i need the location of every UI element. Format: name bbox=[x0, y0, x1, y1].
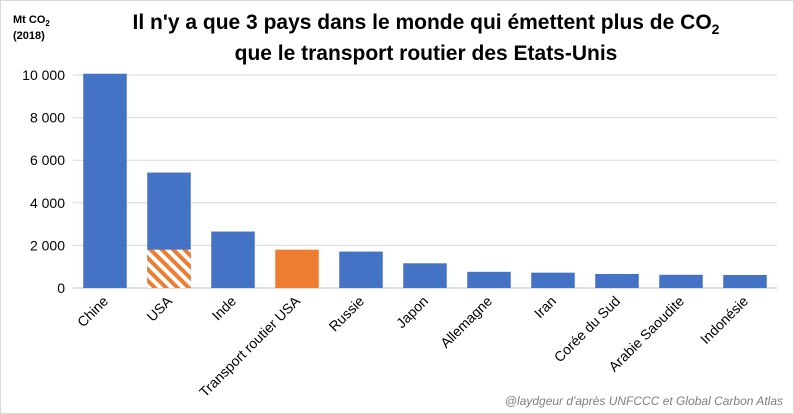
x-category-label: Allemagne bbox=[437, 293, 495, 351]
x-category-label: Russie bbox=[326, 293, 368, 335]
bar-inde bbox=[211, 231, 255, 288]
chart-title-line-2: que le transport routier des Etats-Unis bbox=[235, 42, 618, 65]
y-tick-label: 10 000 bbox=[22, 67, 65, 83]
y-tick-label: 8 000 bbox=[30, 110, 65, 126]
bar-iran bbox=[531, 272, 575, 288]
x-category-label: Inde bbox=[209, 293, 240, 324]
bar-cor-e-du-sud bbox=[595, 273, 639, 288]
bars bbox=[83, 73, 767, 288]
bar-japon bbox=[403, 263, 447, 288]
x-category-label: Japon bbox=[393, 293, 431, 331]
x-category-label: Indonésie bbox=[697, 293, 751, 347]
source-note: @laydgeur d'après UNFCCC et Global Carbo… bbox=[505, 394, 783, 408]
x-category-label: Corée du Sud bbox=[551, 293, 623, 365]
y-tick-label: 0 bbox=[57, 280, 65, 296]
x-category-label: Chine bbox=[74, 293, 111, 330]
bar-transport-routier-usa bbox=[275, 249, 319, 288]
y-tick-label: 6 000 bbox=[30, 152, 65, 168]
bar-indon-sie bbox=[723, 275, 767, 288]
x-category-label: USA bbox=[143, 292, 175, 324]
bar-russie bbox=[339, 251, 383, 288]
bar-chine bbox=[83, 73, 127, 288]
bar-segment-road-transport-hatched bbox=[147, 249, 191, 288]
chart-title-line-1: Il n'y a que 3 pays dans le monde qui ém… bbox=[133, 11, 720, 37]
y-axis-unit-label: Mt CO2 bbox=[13, 14, 50, 28]
y-axis-year-label: (2018) bbox=[13, 30, 45, 42]
x-category-label: Iran bbox=[531, 293, 559, 321]
y-tick-label: 4 000 bbox=[30, 195, 65, 211]
y-tick-label: 2 000 bbox=[30, 237, 65, 253]
bar-arabie-saoudite bbox=[659, 274, 703, 288]
y-axis-ticks: 0 2 000 4 000 6 000 8 000 10 000 bbox=[22, 67, 65, 296]
bar-allemagne bbox=[467, 271, 511, 288]
